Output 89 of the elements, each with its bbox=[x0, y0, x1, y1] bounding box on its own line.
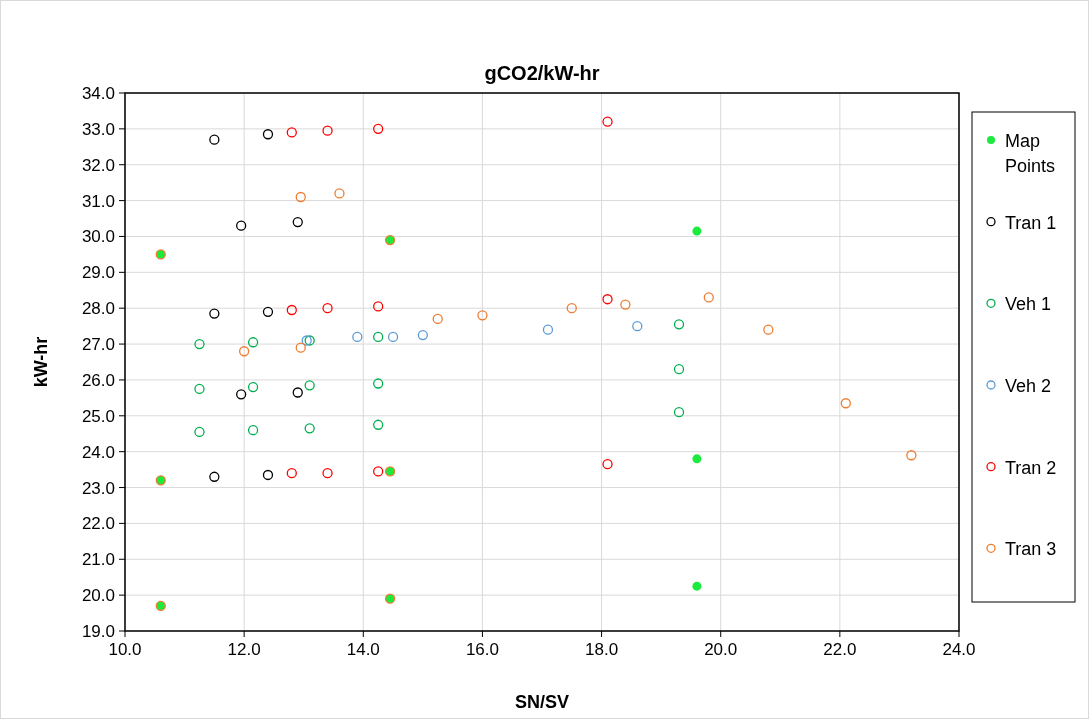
legend-label: Veh 2 bbox=[1005, 376, 1052, 396]
point bbox=[292, 387, 303, 398]
point bbox=[262, 469, 274, 481]
point bbox=[236, 389, 247, 400]
point bbox=[262, 129, 274, 140]
legend-label: Veh 1 bbox=[1005, 294, 1052, 315]
point bbox=[602, 459, 613, 470]
point bbox=[692, 581, 702, 591]
point bbox=[286, 468, 297, 479]
y-tick-label: 22.0 bbox=[81, 514, 115, 534]
y-tick-label: 27.0 bbox=[81, 335, 115, 355]
x-tick-label: 18.0 bbox=[585, 640, 619, 659]
y-tick-label: 30.0 bbox=[81, 227, 115, 247]
point bbox=[236, 220, 247, 231]
point bbox=[602, 116, 613, 127]
point bbox=[840, 398, 851, 409]
chart-title: gCO2/kW-hr bbox=[484, 62, 600, 84]
point bbox=[673, 319, 685, 330]
point bbox=[322, 303, 333, 314]
point bbox=[209, 308, 220, 319]
point bbox=[432, 313, 443, 325]
point bbox=[692, 226, 702, 236]
point bbox=[373, 331, 384, 343]
x-tick-label: 14.0 bbox=[346, 640, 380, 659]
y-tick-label: 23.0 bbox=[81, 478, 115, 498]
point bbox=[692, 454, 702, 464]
point bbox=[194, 338, 205, 350]
point bbox=[322, 125, 333, 136]
point bbox=[373, 419, 384, 430]
point bbox=[334, 188, 345, 199]
point bbox=[417, 329, 429, 341]
x-tick-label: 22.0 bbox=[823, 640, 857, 659]
point bbox=[295, 342, 306, 353]
y-tick-label: 20.0 bbox=[81, 586, 115, 606]
point bbox=[238, 346, 250, 357]
point bbox=[322, 468, 333, 479]
point bbox=[602, 294, 613, 305]
point bbox=[632, 320, 643, 332]
y-axis-title: kW-hr bbox=[31, 336, 51, 388]
point bbox=[373, 466, 384, 477]
point bbox=[387, 331, 399, 343]
y-tick-label: 24.0 bbox=[81, 442, 115, 462]
point bbox=[352, 331, 363, 343]
point bbox=[262, 306, 274, 317]
y-tick-label: 29.0 bbox=[81, 263, 115, 283]
point bbox=[209, 134, 220, 145]
y-tick-label: 33.0 bbox=[81, 119, 115, 139]
x-tick-label: 20.0 bbox=[704, 640, 738, 659]
point bbox=[373, 123, 384, 135]
y-tick-label: 26.0 bbox=[81, 370, 115, 390]
point bbox=[194, 383, 205, 395]
legend-label: Tran 2 bbox=[1005, 457, 1057, 478]
point bbox=[542, 324, 554, 335]
point bbox=[286, 304, 297, 316]
point bbox=[477, 310, 488, 321]
point bbox=[247, 337, 259, 348]
y-tick-label: 34.0 bbox=[81, 84, 115, 103]
legend-label: Tran 1 bbox=[1005, 212, 1057, 233]
y-tick-label: 25.0 bbox=[81, 406, 115, 426]
y-tick-label: 21.0 bbox=[81, 550, 115, 570]
point bbox=[566, 303, 577, 314]
point bbox=[703, 292, 714, 303]
point bbox=[286, 127, 297, 138]
point bbox=[247, 381, 259, 393]
point bbox=[673, 364, 685, 375]
point bbox=[373, 378, 384, 389]
point bbox=[292, 216, 303, 228]
x-tick-label: 16.0 bbox=[465, 640, 499, 659]
point bbox=[304, 380, 315, 391]
point bbox=[906, 450, 917, 461]
x-tick-label: 10.0 bbox=[108, 640, 142, 659]
y-tick-label: 28.0 bbox=[81, 299, 115, 319]
point bbox=[247, 425, 259, 436]
point bbox=[373, 301, 384, 312]
legend-label: Map Points bbox=[1005, 131, 1056, 176]
point bbox=[209, 471, 220, 482]
legend-label: Tran 3 bbox=[1005, 539, 1057, 560]
point bbox=[304, 423, 315, 434]
x-tick-label: 12.0 bbox=[227, 640, 261, 659]
y-tick-label: 31.0 bbox=[81, 191, 115, 211]
x-axis-title: SN/SV bbox=[514, 692, 570, 712]
point bbox=[194, 426, 205, 438]
y-tick-label: 32.0 bbox=[81, 155, 115, 175]
point bbox=[763, 324, 774, 335]
y-tick-label: 19.0 bbox=[81, 622, 115, 641]
x-tick-label: 24.0 bbox=[942, 640, 976, 659]
point bbox=[620, 299, 631, 310]
point bbox=[295, 191, 306, 203]
point bbox=[673, 407, 685, 418]
